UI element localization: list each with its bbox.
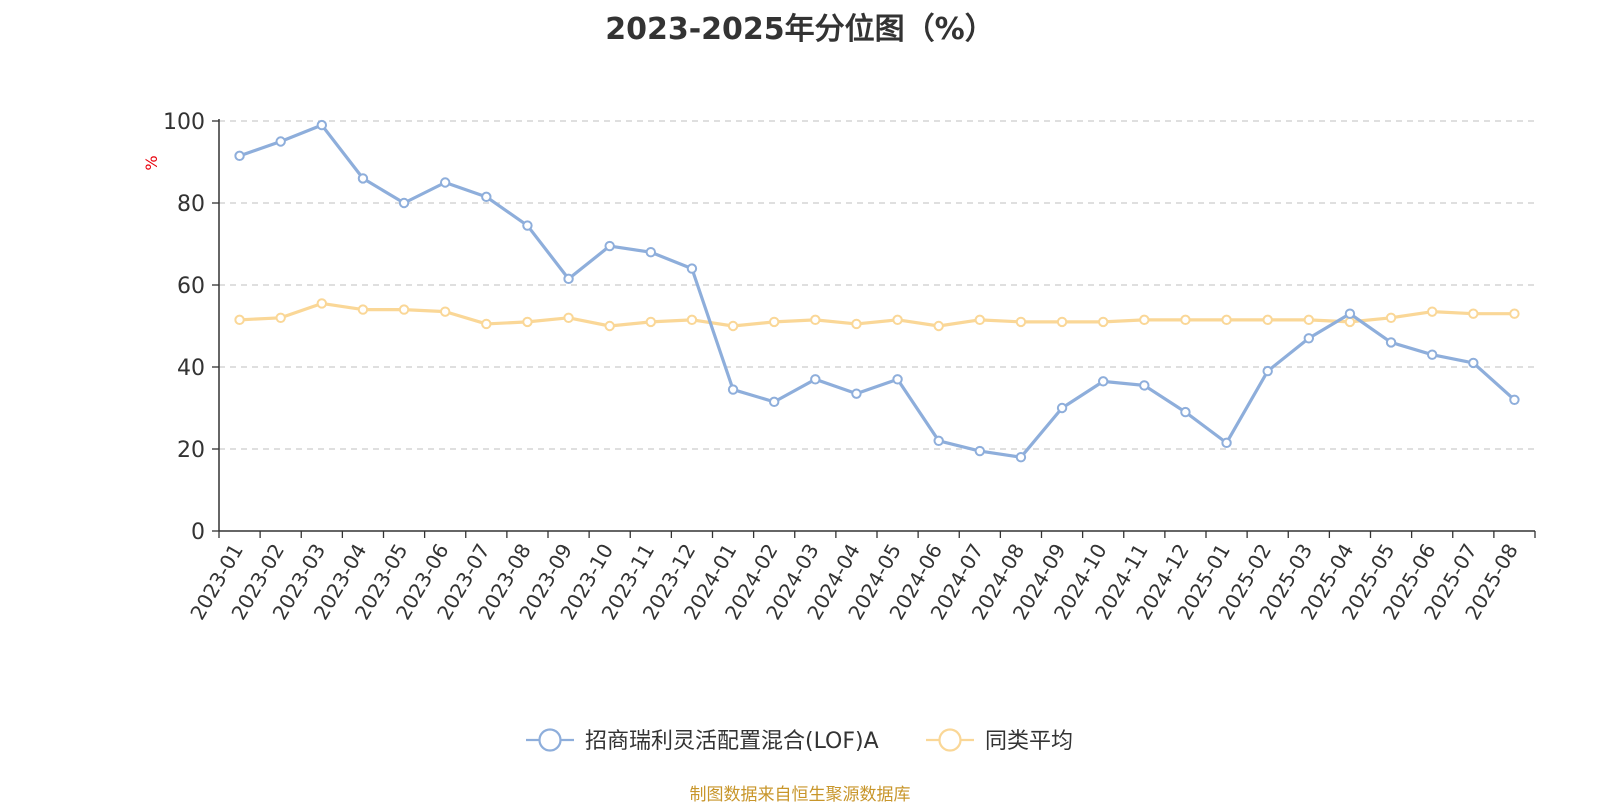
data-point-avg [974, 314, 986, 326]
legend-item-main[interactable]: 招商瑞利灵活配置混合(LOF)A [526, 728, 879, 754]
legend-label-avg: 同类平均 [985, 729, 1073, 754]
data-point-main [275, 136, 286, 147]
data-point-avg [275, 312, 286, 323]
data-point-avg [398, 304, 410, 315]
legend-marker-avg [938, 728, 962, 752]
legend-marker-main [538, 728, 562, 752]
data-point-main [686, 263, 698, 274]
gridlines [219, 120, 1535, 450]
data-point-main [1426, 349, 1438, 360]
data-point-avg [810, 314, 821, 326]
y-tick-label: 100 [163, 110, 205, 135]
series-layer [234, 119, 1520, 463]
series-line-avg [239, 301, 1515, 328]
data-point-avg [234, 314, 245, 326]
data-point-main [645, 247, 657, 258]
data-point-avg [481, 318, 492, 330]
chart-title: 2023-2025年分位图（%） [605, 12, 995, 47]
data-point-avg [316, 298, 328, 309]
data-point-main [1385, 337, 1397, 348]
data-point-avg [1180, 314, 1191, 326]
data-point-main [316, 119, 328, 131]
data-point-avg [686, 314, 698, 326]
data-point-main [1509, 394, 1520, 405]
data-point-main [1344, 308, 1356, 319]
data-point-main [234, 150, 245, 162]
series-line-main [239, 123, 1516, 459]
data-point-avg [933, 320, 944, 332]
data-point-avg [604, 320, 615, 332]
data-point-main [398, 197, 410, 209]
data-point-avg [1426, 306, 1438, 317]
data-point-main [768, 396, 780, 408]
data-point-avg [892, 314, 903, 326]
data-point-main [1056, 402, 1068, 414]
data-point-main [810, 374, 821, 385]
data-point-avg [1139, 314, 1150, 326]
data-point-main [933, 435, 944, 446]
data-point-main [481, 191, 492, 203]
y-tick-label: 60 [177, 274, 205, 299]
data-point-main [1180, 406, 1191, 418]
data-point-main [1015, 452, 1027, 463]
data-point-main [1139, 380, 1150, 391]
data-point-avg [1097, 316, 1109, 328]
y-axis-unit-label: % [142, 155, 161, 170]
data-point-avg [645, 316, 657, 328]
legend-item-avg[interactable]: 同类平均 [926, 728, 1073, 754]
legend: 招商瑞利灵活配置混合(LOF)A 同类平均 [526, 728, 1073, 754]
data-point-main [1262, 365, 1273, 377]
data-point-avg [727, 320, 739, 332]
data-point-main [727, 384, 739, 395]
data-point-avg [1344, 316, 1356, 328]
data-point-main [1303, 333, 1315, 344]
data-point-avg [851, 318, 862, 330]
y-tick-label: 20 [177, 438, 205, 463]
data-point-main [563, 273, 574, 285]
data-point-avg [1509, 308, 1520, 319]
data-point-avg [522, 316, 533, 328]
data-point-main [439, 177, 451, 188]
data-point-avg [563, 312, 574, 323]
data-point-avg [1385, 312, 1397, 323]
data-point-main [974, 445, 986, 457]
y-tick-label: 80 [177, 192, 205, 217]
data-point-main [892, 374, 903, 385]
data-point-avg [1468, 308, 1479, 319]
data-point-main [1221, 437, 1232, 449]
data-point-main [851, 388, 862, 399]
data-point-avg [439, 306, 451, 317]
data-point-avg [1015, 316, 1027, 328]
source-note: 制图数据来自恒生聚源数据库 [689, 785, 911, 805]
data-point-main [604, 240, 615, 252]
legend-label-main: 招商瑞利灵活配置混合(LOF)A [585, 729, 879, 754]
data-point-avg [1056, 316, 1068, 328]
data-point-avg [1303, 314, 1315, 326]
data-point-main [1097, 376, 1109, 387]
data-point-avg [1221, 314, 1232, 326]
y-tick-label: 40 [177, 356, 205, 381]
data-point-avg [768, 316, 780, 328]
data-point-main [1468, 357, 1479, 369]
y-tick-label: 0 [191, 520, 205, 545]
data-point-avg [357, 304, 369, 315]
data-point-main [522, 220, 533, 231]
data-point-avg [1262, 314, 1273, 326]
data-point-main [357, 173, 369, 184]
